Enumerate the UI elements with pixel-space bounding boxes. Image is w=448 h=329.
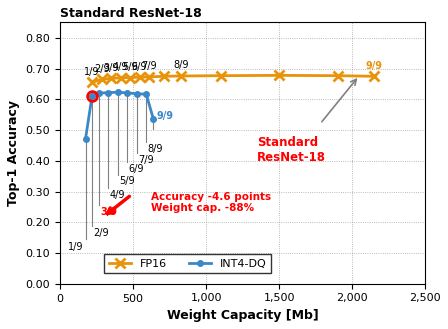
INT4-DQ [90,94,95,98]
Text: 1/9: 1/9 [68,242,83,252]
INT4-DQ [151,117,156,121]
Text: 2/9: 2/9 [94,64,109,74]
INT4-DQ [97,91,102,95]
FP16 [90,81,95,85]
INT4-DQ [143,92,149,96]
Text: 9/9: 9/9 [366,61,383,71]
FP16 [218,74,224,78]
INT4-DQ [115,90,121,94]
Text: Standard
ResNet-18: Standard ResNet-18 [257,136,326,164]
Text: 3/9: 3/9 [101,207,117,217]
INT4-DQ [105,90,111,94]
FP16 [108,76,114,80]
X-axis label: Weight Capacity [Mb]: Weight Capacity [Mb] [167,309,319,322]
Text: 4/9: 4/9 [109,190,125,200]
FP16 [146,75,152,79]
FP16 [137,75,142,79]
Text: 1/9: 1/9 [84,67,100,77]
Text: 6/9: 6/9 [128,164,144,174]
Text: 7/9: 7/9 [141,62,157,71]
Legend: FP16, INT4-DQ: FP16, INT4-DQ [104,254,271,273]
FP16 [161,74,166,78]
FP16 [276,73,282,77]
Text: Standard ResNet-18: Standard ResNet-18 [60,7,202,20]
Text: 4/9: 4/9 [113,62,129,72]
Line: INT4-DQ: INT4-DQ [83,89,156,141]
INT4-DQ [83,137,88,141]
Text: 5/9: 5/9 [119,176,134,186]
FP16 [127,76,133,80]
Text: 9/9: 9/9 [156,111,173,121]
Text: 8/9: 8/9 [173,61,189,70]
FP16 [335,74,340,78]
Text: 8/9: 8/9 [147,144,163,154]
INT4-DQ [125,91,130,95]
Text: 5/9: 5/9 [122,62,138,72]
FP16 [99,77,104,81]
FP16 [118,76,123,80]
Y-axis label: Top-1 Accuracy: Top-1 Accuracy [7,100,20,206]
INT4-DQ [135,92,140,96]
Text: 7/9: 7/9 [138,155,154,165]
Text: 2/9: 2/9 [93,228,109,238]
FP16 [371,74,377,78]
Line: FP16: FP16 [87,70,379,87]
Text: 3/9: 3/9 [103,63,119,73]
Text: 6/9: 6/9 [132,62,147,72]
FP16 [179,74,184,78]
Text: Accuracy -4.6 points
Weight cap. -88%: Accuracy -4.6 points Weight cap. -88% [151,191,271,213]
